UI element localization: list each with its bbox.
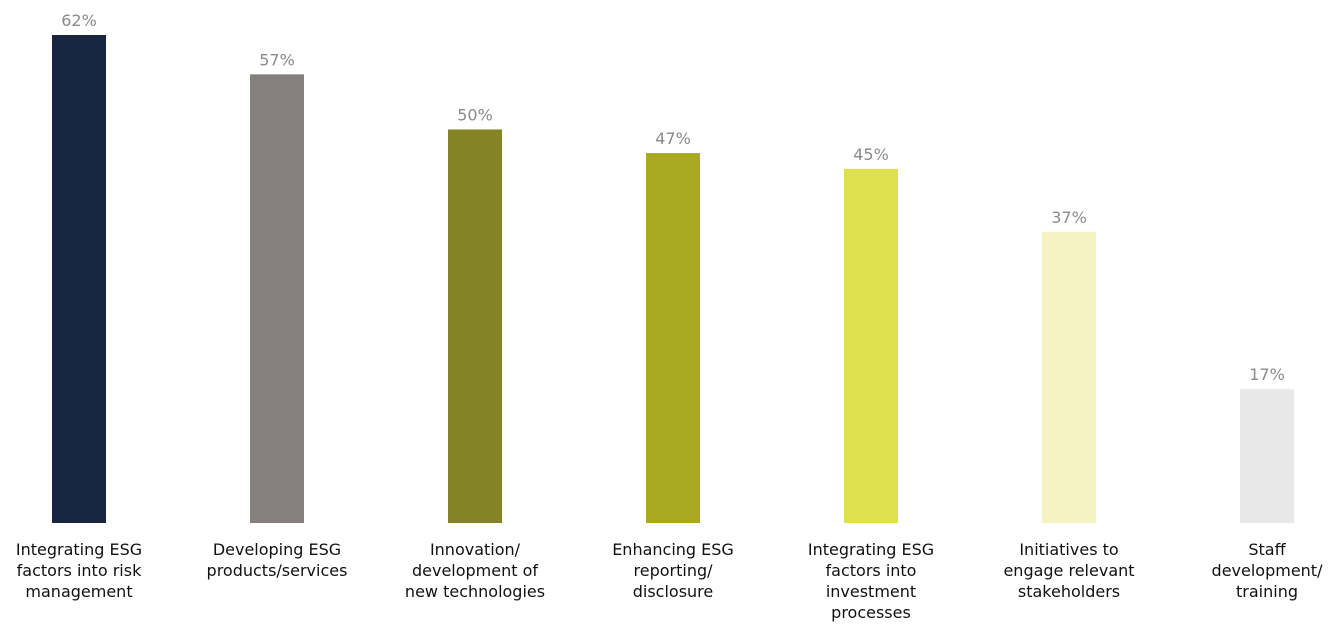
category-label-line: disclosure <box>633 582 714 601</box>
category-label-line: reporting/ <box>634 561 714 580</box>
category-label-0: Integrating ESG factors into risk manageme… <box>16 540 142 601</box>
category-label-line: Integrating ESG <box>808 540 934 559</box>
category-label-5: Initiatives to engage relevant stakeholder… <box>1003 540 1134 601</box>
bar-3 <box>646 153 700 523</box>
bar-2 <box>448 129 502 524</box>
category-label-line: stakeholders <box>1018 582 1120 601</box>
value-label-2: 50% <box>457 105 493 124</box>
bar-5 <box>1042 231 1096 523</box>
category-label-6: Staff development/training <box>1212 540 1324 601</box>
category-label-line: Developing ESG <box>213 540 341 559</box>
category-label-2: Innovation/development of new technologie… <box>405 540 545 601</box>
bar-4 <box>844 168 898 523</box>
category-label-line: development of <box>412 561 538 580</box>
value-label-1: 57% <box>259 50 295 69</box>
category-label-line: management <box>25 582 132 601</box>
category-label-line: Enhancing ESG <box>612 540 734 559</box>
category-label-4: Integrating ESG factors into investment pro… <box>808 540 934 622</box>
value-label-6: 17% <box>1249 365 1285 384</box>
bar-0 <box>52 35 106 523</box>
category-label-line: processes <box>831 603 911 622</box>
bar-1 <box>250 74 304 524</box>
category-label-3: Enhancing ESG reporting/disclosure <box>612 540 734 601</box>
category-label-line: Initiatives to <box>1019 540 1118 559</box>
category-label-1: Developing ESG products/services <box>207 540 348 580</box>
category-label-line: Integrating ESG <box>16 540 142 559</box>
category-label-line: products/services <box>207 561 348 580</box>
value-label-4: 45% <box>853 145 889 164</box>
category-label-line: new technologies <box>405 582 545 601</box>
value-labels-group: 62% 57% 50% 47% 45% 37% 17% <box>61 11 1285 384</box>
category-label-line: factors into <box>826 561 917 580</box>
category-label-line: Staff <box>1248 540 1286 559</box>
bar-6 <box>1240 389 1294 523</box>
category-label-line: investment <box>826 582 916 601</box>
value-label-0: 62% <box>61 11 97 30</box>
category-label-line: Innovation/ <box>430 540 521 559</box>
category-label-line: training <box>1236 582 1298 601</box>
value-label-3: 47% <box>655 129 691 148</box>
bars-group <box>52 35 1294 524</box>
value-label-5: 37% <box>1051 208 1087 227</box>
category-label-line: development/ <box>1212 561 1324 580</box>
category-label-line: engage relevant <box>1003 561 1134 580</box>
category-labels-group: Integrating ESG factors into risk manageme… <box>16 540 1323 622</box>
category-label-line: factors into risk <box>17 561 142 580</box>
